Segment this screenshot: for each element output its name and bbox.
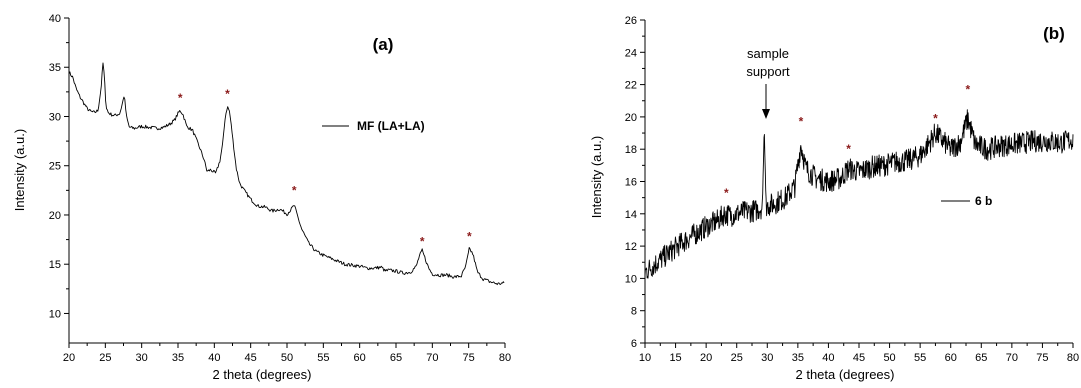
panel-b-x-tick-label: 40 [822, 352, 834, 364]
panel-a-y-tick-label: 15 [49, 259, 61, 271]
panel-a-y-tick-label: 40 [49, 13, 61, 25]
panel-b-peak-marker: * [799, 115, 804, 129]
panel-b-legend-label: 6 b [975, 194, 992, 208]
panel-b-data-series [644, 109, 1074, 279]
panel-a-x-tick-label: 45 [245, 352, 257, 364]
panel-a-x-tick-label: 60 [354, 352, 366, 364]
panel-b-x-tick-label: 60 [945, 352, 957, 364]
sample-support-label-line2: support [746, 64, 790, 79]
panel-a-y-tick-label: 25 [49, 161, 61, 173]
panel-b-x-tick-label: 10 [639, 352, 651, 364]
panel-a-x-tick-label: 80 [499, 352, 511, 364]
panel-a-y-tick-label: 20 [49, 210, 61, 222]
panel-b-y-tick-label: 12 [625, 241, 637, 253]
panel-b-y-tick-label: 22 [625, 80, 637, 92]
panel-a-x-tick-label: 25 [99, 352, 111, 364]
panel-b-y-tick-label: 14 [625, 209, 637, 221]
panel-b-y-tick-label: 10 [625, 273, 637, 285]
panel-a-x-tick-label: 55 [317, 352, 329, 364]
panel-b-x-tick-label: 30 [761, 352, 773, 364]
panel-b-y-tick-label: 8 [631, 306, 637, 318]
panel-a-x-tick-label: 70 [426, 352, 438, 364]
sample-support-arrowhead [762, 109, 770, 119]
panel-b-y-tick-label: 18 [625, 144, 637, 156]
panel-b-y-tick-label: 16 [625, 177, 637, 189]
panel-a-ylabel: Intensity (a.u.) [12, 129, 27, 211]
panel-b-xlabel: 2 theta (degrees) [795, 367, 894, 382]
panel-b-x-tick-label: 35 [792, 352, 804, 364]
panel-a-y-tick-label: 30 [49, 111, 61, 123]
panel-a-xlabel: 2 theta (degrees) [212, 367, 311, 382]
panel-b-peak-marker: * [724, 186, 729, 200]
panel-a-peak-marker: * [178, 91, 183, 105]
panel-a-x-tick-label: 50 [281, 352, 293, 364]
panel-a-x-tick-label: 65 [390, 352, 402, 364]
panel-a-peak-marker: * [467, 230, 472, 244]
panel-b-x-tick-label: 20 [700, 352, 712, 364]
panel-b-x-tick-label: 15 [669, 352, 681, 364]
panel-a-y-tick-label: 10 [49, 308, 61, 320]
panel-a-x-tick-label: 20 [63, 352, 75, 364]
panel-b-peak-marker: * [965, 82, 970, 96]
panel-b: Intensity (a.u.) 2 theta (degrees) (b) 6… [589, 15, 1079, 382]
panel-a-x-tick-label: 75 [463, 352, 475, 364]
panel-b-x-tick-label: 80 [1067, 352, 1079, 364]
panel-b-x-tick-label: 25 [731, 352, 743, 364]
panel-b-x-tick-label: 50 [883, 352, 895, 364]
panel-b-x-tick-label: 70 [1006, 352, 1018, 364]
panel-a-peak-marker: * [225, 87, 230, 101]
panel-b-y-tick-label: 24 [625, 47, 637, 59]
panel-a-data-series [68, 62, 505, 286]
panel-a-plot-area: 20 25 30 35 40 45 50 55 60 65 70 75 80 10 15 20 25 30 35 40… [49, 13, 511, 364]
panel-a-y-tick-label: 35 [49, 62, 61, 74]
panel-a-legend-label: MF (LA+LA) [357, 119, 425, 133]
panel-a-peak-marker: * [292, 183, 297, 197]
panel-b-peak-marker: * [846, 142, 851, 156]
panel-a-x-tick-label: 40 [208, 352, 220, 364]
panel-b-ylabel: Intensity (a.u.) [589, 136, 604, 218]
panel-b-x-tick-label: 75 [1036, 352, 1048, 364]
panel-b-y-tick-label: 20 [625, 112, 637, 124]
panel-b-x-tick-label: 55 [914, 352, 926, 364]
panel-a-x-tick-label: 35 [172, 352, 184, 364]
panel-b-x-tick-label: 45 [853, 352, 865, 364]
panel-a-x-tick-label: 30 [136, 352, 148, 364]
panel-b-label: (b) [1043, 24, 1065, 43]
panel-b-y-tick-label: 26 [625, 15, 637, 27]
panel-a: Intensity (a.u.) 2 theta (degrees) (a) M… [12, 13, 511, 382]
panel-b-y-tick-label: 6 [631, 338, 637, 350]
panel-a-label: (a) [373, 35, 394, 54]
panel-b-x-tick-label: 65 [975, 352, 987, 364]
panel-b-plot-area: 10 15 20 25 30 35 40 45 50 55 60 65 70 75 80 6 8 10 12 14 16… [625, 15, 1079, 364]
panel-b-peak-marker: * [933, 112, 938, 126]
panel-a-peak-marker: * [420, 235, 425, 249]
sample-support-label-line1: sample [747, 46, 789, 61]
